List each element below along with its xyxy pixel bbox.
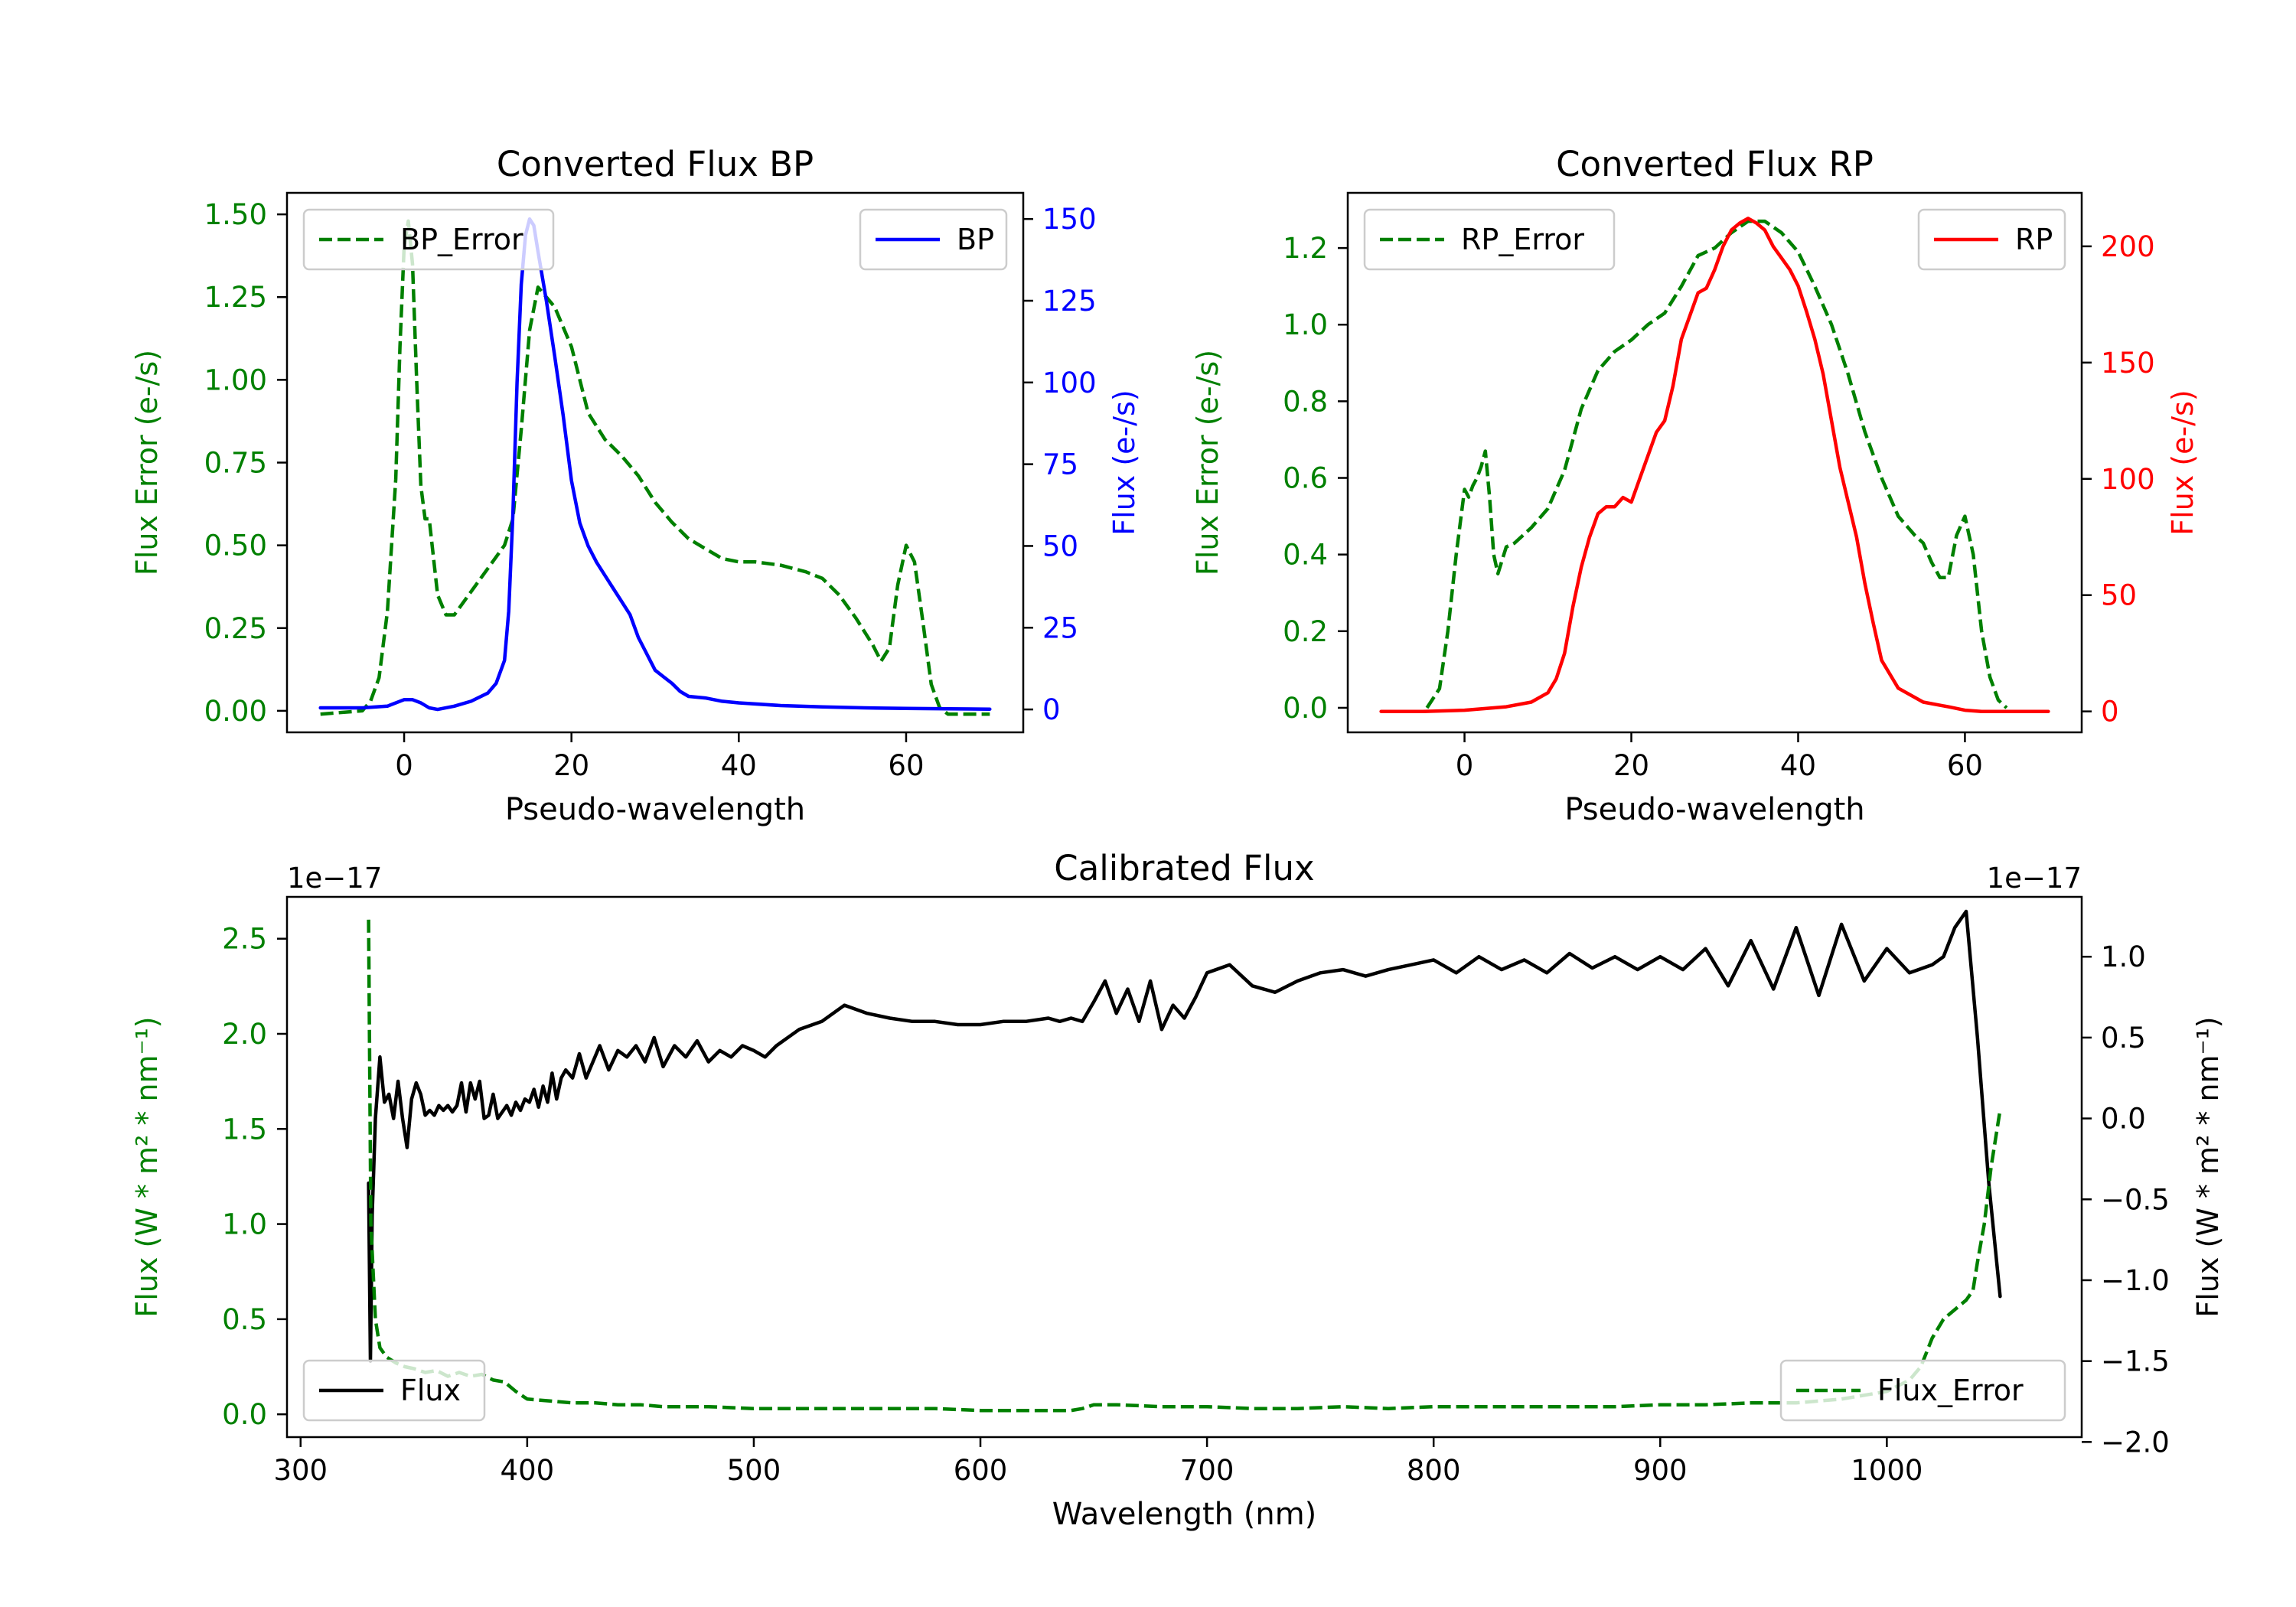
x-tick-label: 40 (721, 749, 757, 782)
left-y-axis-label: Flux Error (e-/s) (130, 350, 164, 575)
series-line-bp (318, 217, 992, 712)
left-y-tick-label: 1.00 (204, 363, 267, 396)
plot-frame (285, 895, 2083, 1439)
legend-box (302, 208, 555, 271)
right-y-tick-label: 1.0 (2101, 940, 2146, 973)
left-y-tick-label: 0.5 (222, 1303, 267, 1336)
right-y-tick-label: 50 (2101, 579, 2137, 612)
right-y-tick-label: 0.5 (2101, 1022, 2146, 1054)
left-y-tick-label: 1.25 (204, 281, 267, 314)
left-y-tick-label: 0.0 (1283, 692, 1328, 725)
x-tick-label: 400 (501, 1454, 555, 1487)
x-axis-label: Wavelength (nm) (1052, 1497, 1317, 1532)
left-y-tick-label: 0.6 (1283, 462, 1328, 495)
legend-label: Flux (400, 1374, 461, 1407)
x-tick-label: 900 (1633, 1454, 1688, 1487)
right-y-tick-label: −0.5 (2101, 1183, 2170, 1216)
x-tick-label: 0 (1456, 749, 1474, 782)
right-y-tick-label: 25 (1042, 611, 1078, 644)
x-tick-label: 800 (1407, 1454, 1461, 1487)
series-line-rp (1379, 217, 2050, 713)
series-line-flux-error (367, 919, 2002, 1413)
right-y-tick-label: −1.5 (2101, 1345, 2170, 1378)
right-y-tick-label: 150 (2101, 347, 2155, 380)
legend-bp-error: BP_Error (302, 208, 555, 271)
legend-flux-error: Flux_Error (1779, 1359, 2066, 1422)
right-y-tick-label: −1.0 (2101, 1264, 2170, 1297)
right-y-axis-label: Flux (e-/s) (1107, 390, 1141, 535)
plot-frame (1346, 191, 2083, 734)
right-y-tick-label: −2.0 (2101, 1426, 2170, 1459)
x-axis-label: Pseudo-wavelength (1564, 792, 1864, 827)
right-y-tick-label: 200 (2101, 230, 2155, 263)
right-y-tick-label: 75 (1042, 448, 1078, 481)
x-axis-label: Pseudo-wavelength (505, 792, 805, 827)
right-y-tick-label: 50 (1042, 530, 1078, 562)
x-tick-label: 600 (954, 1454, 1008, 1487)
right-y-axis-label: Flux (W * m² * nm⁻¹) (2191, 1016, 2225, 1317)
left-y-tick-label: 1.5 (222, 1113, 267, 1146)
left-y-tick-label: 0.4 (1283, 539, 1328, 572)
x-tick-label: 300 (273, 1454, 328, 1487)
legend-bp: BP (859, 208, 1008, 271)
x-tick-label: 0 (395, 749, 413, 782)
left-y-tick-label: 2.5 (222, 923, 267, 956)
legend-label: RP (2015, 223, 2053, 256)
legend-box (1363, 208, 1616, 271)
left-y-tick-label: 1.0 (222, 1208, 267, 1241)
x-tick-label: 40 (1780, 749, 1816, 782)
left-y-tick-label: 0.8 (1283, 385, 1328, 418)
left-y-tick-label: 0.25 (204, 612, 267, 645)
x-tick-label: 500 (727, 1454, 781, 1487)
right-y-tick-label: 125 (1042, 285, 1097, 318)
left-y-tick-label: 1.0 (1283, 308, 1328, 341)
left-y-tick-label: 0.75 (204, 447, 267, 480)
legend-flux: Flux (302, 1359, 486, 1422)
chart-cal: Calibrated Flux 300 400 500 600 700 800 900 1000… (130, 848, 2225, 1532)
legend-label: BP_Error (400, 223, 523, 256)
left-y-tick-label: 0.00 (204, 695, 267, 728)
left-y-tick-label: 1.50 (204, 198, 267, 231)
right-y-tick-label: 0 (1042, 693, 1061, 726)
x-tick-label: 700 (1180, 1454, 1234, 1487)
legend-label: RP_Error (1461, 223, 1584, 256)
right-y-tick-label: 100 (2101, 463, 2155, 496)
legend-label: Flux_Error (1877, 1374, 2024, 1407)
chart-title: Calibrated Flux (1054, 848, 1314, 888)
legend-rp-error: RP_Error (1363, 208, 1616, 271)
chart-bp: Converted Flux BP 0 20 40 60 Pseudo-wavelengt… (130, 144, 1141, 827)
legend-label: BP (957, 223, 994, 256)
left-y-axis-label: Flux Error (e-/s) (1191, 350, 1225, 575)
x-tick-label: 60 (1947, 749, 1983, 782)
left-y-tick-label: 0.0 (222, 1398, 267, 1431)
legend-box (302, 1359, 486, 1422)
series-line-rp-error (1425, 219, 2008, 709)
x-tick-label: 1000 (1851, 1454, 1923, 1487)
x-tick-label: 20 (553, 749, 589, 782)
legend-box (1779, 1359, 2066, 1422)
right-offset-text: 1e−17 (1987, 862, 2082, 895)
x-tick-label: 20 (1613, 749, 1649, 782)
series-line-bp-error (320, 219, 990, 716)
chart-title: Converted Flux RP (1556, 144, 1874, 184)
legend-rp: RP (1917, 208, 2066, 271)
left-offset-text: 1e−17 (287, 862, 382, 895)
left-y-tick-label: 2.0 (222, 1018, 267, 1051)
x-tick-label: 60 (888, 749, 924, 782)
series-line-flux (367, 909, 2002, 1363)
left-y-axis-label: Flux (W * m² * nm⁻¹) (130, 1016, 164, 1317)
left-y-tick-label: 0.2 (1283, 615, 1328, 648)
right-y-tick-label: 0 (2101, 696, 2119, 729)
left-y-tick-label: 1.2 (1283, 232, 1328, 265)
right-y-tick-label: 150 (1042, 203, 1097, 236)
right-y-tick-label: 0.0 (2101, 1103, 2146, 1136)
chart-rp: Converted Flux RP 0 20 40 60 Pseudo-wavelengt… (1191, 144, 2200, 827)
chart-title: Converted Flux BP (497, 144, 814, 184)
right-y-axis-label: Flux (e-/s) (2166, 390, 2200, 535)
left-y-tick-label: 0.50 (204, 530, 267, 562)
right-y-tick-label: 100 (1042, 367, 1097, 399)
